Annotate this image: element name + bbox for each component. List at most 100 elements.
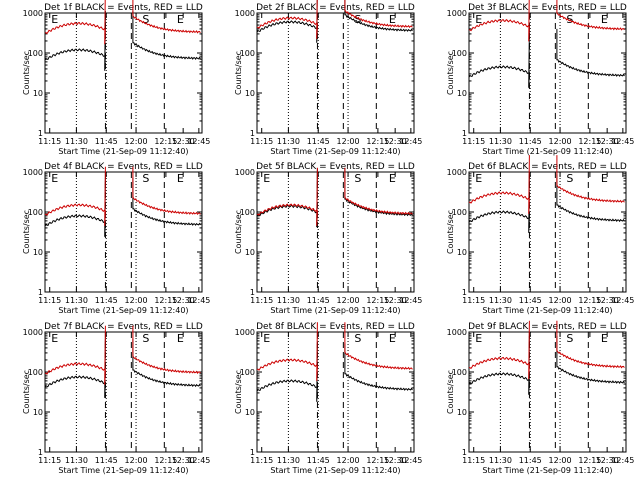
x-tick-label: 11:45 (307, 137, 330, 146)
event-marker: S (142, 332, 149, 345)
y-axis-label: Counts/sec (446, 210, 455, 254)
event-marker: E (601, 13, 608, 26)
x-tick-label: 12:15 (578, 137, 601, 146)
y-tick-label: 100 (452, 208, 467, 217)
x-tick-label: 11:45 (519, 296, 542, 305)
series-line-events (468, 335, 530, 395)
y-tick-label: 1000 (447, 9, 467, 18)
x-tick-label: 11:30 (65, 296, 88, 305)
series-line-events (344, 343, 413, 391)
series-line-lld (44, 325, 106, 385)
event-marker: E (601, 332, 608, 345)
event-marker: E (177, 13, 184, 26)
series-line-lld (132, 0, 201, 34)
x-tick-label: 11:15 (250, 137, 273, 146)
plot-frame (468, 331, 627, 453)
x-tick-label: 12:30 (172, 296, 195, 305)
y-axis-label: Counts/sec (22, 370, 31, 414)
y-tick-label: 1000 (23, 9, 43, 18)
y-tick-label: 100 (240, 208, 255, 217)
series-line-lld (44, 0, 106, 45)
x-tick-label: 12:45 (187, 137, 210, 146)
x-tick-label: 12:00 (125, 456, 148, 465)
series-line-events (556, 28, 625, 77)
series-line-lld (256, 322, 318, 381)
x-tick-label: 12:15 (154, 296, 177, 305)
x-tick-label: 12:45 (399, 137, 422, 146)
event-marker: E (51, 13, 58, 26)
panel-title: Det 9f BLACK = Events, RED = LLD (468, 322, 627, 332)
event-marker: S (354, 172, 361, 185)
y-tick-label: 1 (462, 448, 467, 457)
y-tick-label: 1 (250, 129, 255, 138)
series-line-lld (344, 167, 413, 216)
x-tick-label: 11:15 (462, 137, 485, 146)
series-line-lld (556, 155, 625, 204)
x-tick-label: 11:30 (277, 137, 300, 146)
series-line-events (44, 10, 106, 71)
series-line-lld (132, 325, 201, 374)
plot-frame (44, 331, 203, 453)
y-tick-label: 10 (245, 408, 255, 417)
x-tick-label: 12:15 (366, 296, 389, 305)
x-tick-label: 12:45 (187, 296, 210, 305)
x-tick-label: 12:30 (172, 456, 195, 465)
series-line-lld (556, 0, 625, 31)
y-axis-label: Counts/sec (446, 370, 455, 414)
x-tick-label: 12:45 (611, 137, 634, 146)
event-marker: E (475, 332, 482, 345)
x-tick-label: 11:45 (307, 456, 330, 465)
y-tick-label: 1 (250, 448, 255, 457)
y-tick-label: 1000 (23, 328, 43, 337)
y-tick-label: 1 (38, 448, 43, 457)
x-tick-label: 12:30 (596, 296, 619, 305)
series-line-events (256, 343, 318, 402)
y-tick-label: 100 (28, 208, 43, 217)
y-axis-label: Counts/sec (22, 51, 31, 95)
x-tick-label: 11:30 (277, 296, 300, 305)
detector-panel: Det 9f BLACK = Events, RED = LLD 1 10 100 10… (446, 320, 634, 475)
x-tick-label: 12:15 (154, 456, 177, 465)
series-line-lld (44, 166, 106, 226)
event-marker: E (263, 172, 270, 185)
x-tick-label: 12:30 (384, 456, 407, 465)
x-tick-label: 12:00 (549, 137, 572, 146)
series-line-events (344, 0, 413, 32)
event-marker: E (389, 13, 396, 26)
x-tick-label: 12:45 (611, 456, 634, 465)
event-marker: E (177, 172, 184, 185)
x-tick-label: 12:15 (366, 456, 389, 465)
x-tick-label: 11:15 (250, 456, 273, 465)
y-tick-label: 1000 (447, 328, 467, 337)
series-line-events (468, 28, 530, 88)
x-axis-label: Start Time (21-Sep-09 11:12:40) (482, 306, 612, 315)
y-tick-label: 10 (245, 248, 255, 257)
x-tick-label: 12:45 (399, 296, 422, 305)
series-line-lld (468, 0, 530, 42)
series-line-lld (344, 0, 413, 29)
y-tick-label: 10 (457, 248, 467, 257)
event-marker: E (263, 332, 270, 345)
detector-panel: Det 2f BLACK = Events, RED = LLD 1 10 100 10… (234, 0, 422, 156)
x-tick-label: 12:00 (125, 137, 148, 146)
panel-title: Det 1f BLACK = Events, RED = LLD (44, 3, 203, 13)
y-axis-label: Counts/sec (234, 210, 243, 254)
y-tick-label: 1 (462, 129, 467, 138)
series-line-lld (344, 322, 413, 371)
series-line-lld (468, 155, 530, 214)
x-axis-label: Start Time (21-Sep-09 11:12:40) (482, 147, 612, 156)
event-marker: E (51, 332, 58, 345)
event-marker: E (389, 172, 396, 185)
event-marker: E (601, 172, 608, 185)
x-tick-label: 12:45 (399, 456, 422, 465)
event-marker: S (566, 172, 573, 185)
x-tick-label: 11:15 (462, 296, 485, 305)
x-tick-label: 11:45 (95, 456, 118, 465)
x-tick-label: 11:45 (95, 137, 118, 146)
x-tick-label: 11:15 (38, 296, 61, 305)
y-tick-label: 1 (38, 129, 43, 138)
x-tick-label: 12:00 (337, 137, 360, 146)
x-tick-label: 12:00 (549, 456, 572, 465)
series-line-events (132, 11, 201, 60)
x-tick-label: 12:30 (384, 296, 407, 305)
